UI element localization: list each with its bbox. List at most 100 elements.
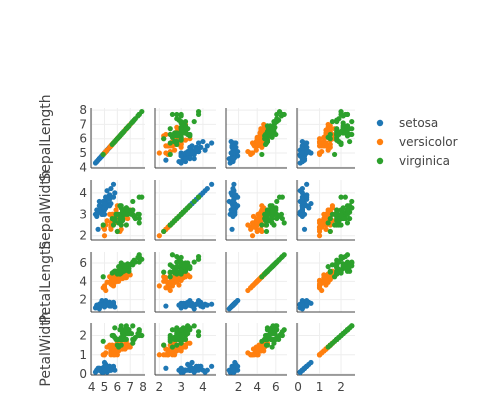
data-point (281, 327, 287, 333)
data-point (130, 211, 136, 217)
data-point (178, 153, 184, 159)
data-point (191, 323, 197, 329)
panel-sepalwidth-vs-petalwidth (154, 323, 216, 376)
data-point (245, 350, 251, 356)
series-setosa (226, 297, 241, 312)
data-point (189, 143, 195, 149)
data-point (178, 111, 184, 118)
data-point (334, 268, 340, 274)
x-tick-label: 2 (156, 380, 164, 394)
data-point (299, 185, 305, 192)
data-point (169, 252, 176, 258)
data-point (344, 220, 351, 226)
data-point (200, 138, 206, 145)
data-point (117, 203, 123, 209)
data-point (204, 185, 210, 192)
data-point (123, 327, 129, 333)
data-point (195, 363, 202, 369)
series-virginica (325, 194, 355, 235)
data-point (123, 323, 129, 329)
data-point (100, 151, 106, 158)
data-point (299, 150, 305, 156)
data-point (195, 108, 202, 115)
data-point (178, 302, 184, 308)
data-point (347, 138, 353, 145)
data-point (113, 211, 119, 217)
panel-petallength-vs-petallength (225, 252, 287, 313)
data-point (174, 329, 180, 335)
data-point (276, 194, 283, 200)
data-point (107, 192, 113, 198)
data-point (198, 144, 204, 150)
data-point (132, 215, 138, 222)
series-virginica (161, 252, 202, 280)
y-tick-label: 5 (79, 146, 87, 160)
data-point (95, 226, 101, 232)
legend-item-setosa[interactable]: setosa (376, 116, 438, 130)
data-point (130, 207, 136, 213)
data-point (167, 334, 173, 341)
data-point (118, 215, 124, 222)
data-point (185, 126, 191, 132)
data-point (118, 226, 124, 232)
data-point (245, 222, 251, 228)
data-point (116, 344, 122, 350)
matrix-panels (90, 108, 355, 376)
data-point (193, 146, 199, 152)
data-point (101, 226, 108, 232)
y-tick-label: 8 (79, 103, 87, 117)
data-point (338, 256, 344, 262)
y-axis-title-petallength: PetalLength (38, 241, 54, 324)
series-versicolor (156, 336, 193, 358)
data-point (299, 205, 305, 211)
data-point (161, 228, 167, 235)
data-point (316, 233, 323, 239)
data-point (96, 367, 102, 373)
data-point (230, 150, 236, 156)
data-point (100, 338, 106, 344)
data-point (344, 261, 351, 267)
legend-item-versicolor[interactable]: versicolor (376, 135, 458, 149)
data-point (185, 330, 191, 337)
y-tick-label: 6 (79, 256, 87, 270)
data-point (229, 226, 235, 232)
data-point (172, 268, 178, 274)
data-point (327, 215, 333, 222)
data-point (327, 228, 333, 235)
data-point (178, 118, 184, 125)
data-point (174, 342, 180, 348)
series-versicolor (316, 268, 340, 294)
data-point (191, 118, 197, 125)
x-tick-label: 4 (253, 380, 261, 394)
data-point (136, 111, 142, 118)
data-point (245, 287, 251, 294)
data-point (316, 226, 323, 232)
data-point (163, 285, 169, 291)
panel-sepalwidth-vs-sepallength (154, 108, 216, 169)
data-point (344, 133, 351, 139)
series-setosa (92, 181, 118, 232)
data-point (113, 268, 119, 274)
data-point (167, 126, 173, 132)
x-tick-label: 3 (177, 380, 185, 394)
legend-label: versicolor (399, 135, 458, 149)
data-point (139, 332, 145, 339)
data-point (195, 140, 202, 146)
data-point (193, 301, 199, 307)
data-point (113, 336, 119, 342)
data-point (338, 108, 344, 115)
data-point (103, 287, 109, 294)
data-point (347, 215, 353, 222)
x-tick-label: 1 (316, 380, 324, 394)
data-point (174, 325, 180, 331)
data-point (182, 327, 189, 333)
data-point (136, 211, 142, 217)
data-point (338, 267, 344, 273)
data-point (110, 181, 117, 187)
y-tick-label: 2 (79, 329, 87, 343)
legend-item-virginica[interactable]: virginica (376, 154, 450, 168)
data-point (276, 332, 283, 339)
data-point (121, 332, 127, 339)
data-point (270, 323, 276, 329)
data-point (304, 181, 310, 187)
